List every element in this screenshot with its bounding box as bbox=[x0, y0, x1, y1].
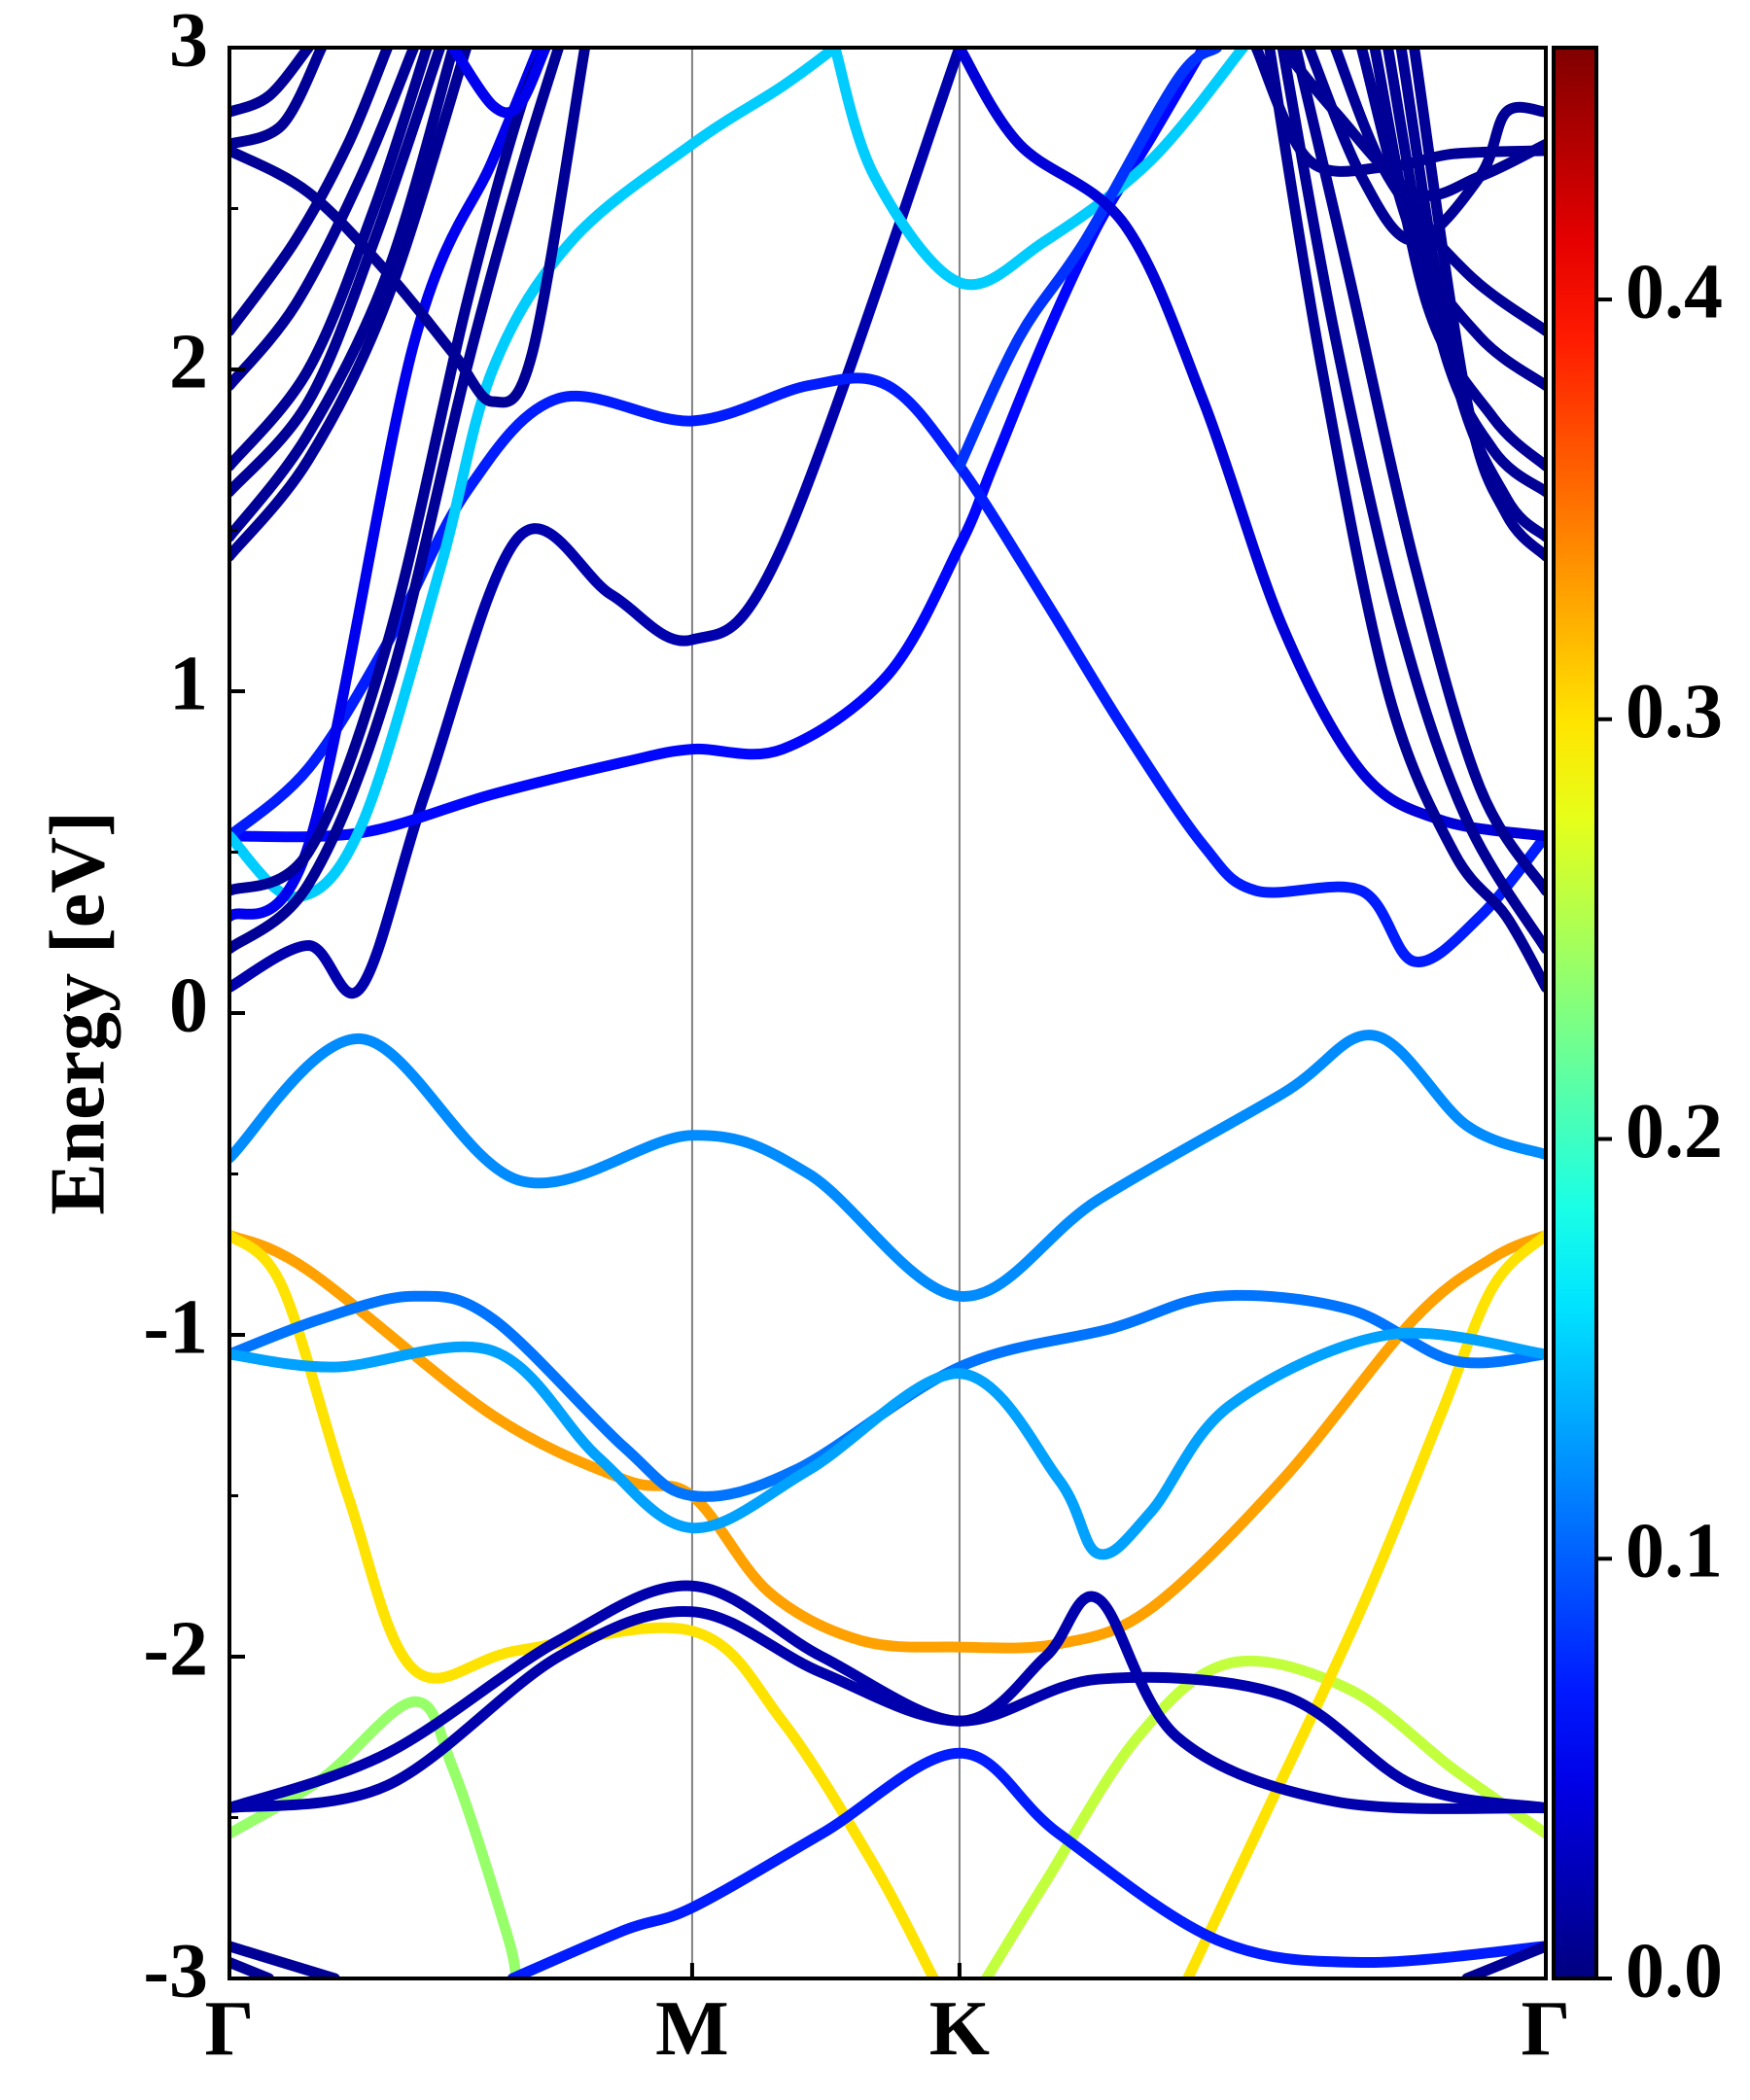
band-line bbox=[229, 48, 420, 391]
band-line bbox=[229, 372, 1546, 967]
band-line bbox=[829, 48, 1249, 291]
band-line bbox=[1461, 1941, 1546, 1978]
band-line bbox=[229, 48, 459, 542]
y-axis-label: Energy [eV] bbox=[35, 811, 121, 1214]
kpoint-label: Γ bbox=[205, 1986, 255, 2072]
colorbar-tick-label: 0.4 bbox=[1626, 249, 1723, 334]
y-tick-label: 1 bbox=[169, 641, 208, 726]
band-line bbox=[954, 48, 1222, 472]
band-line bbox=[1277, 48, 1546, 955]
kpoint-label: K bbox=[929, 1986, 990, 2072]
band-line bbox=[229, 1327, 1546, 1560]
band-line bbox=[229, 48, 551, 896]
band-line bbox=[1290, 48, 1546, 896]
band-line bbox=[229, 48, 544, 923]
y-tick-label: 2 bbox=[169, 319, 208, 404]
band-line bbox=[1409, 48, 1546, 562]
colorbar-ticks: 0.0 0.1 0.2 0.3 0.4 bbox=[1596, 249, 1723, 2013]
band-line bbox=[1182, 1229, 1546, 1978]
band-line bbox=[229, 48, 564, 955]
band-line bbox=[229, 1030, 1546, 1302]
band-line bbox=[229, 48, 472, 562]
band-line bbox=[229, 48, 965, 998]
band-line bbox=[229, 48, 328, 150]
band-line bbox=[229, 48, 314, 118]
band-line bbox=[1395, 48, 1546, 542]
colorbar-tick-label: 0.2 bbox=[1626, 1089, 1723, 1174]
band-line bbox=[229, 48, 841, 903]
kpoint-label: M bbox=[655, 1986, 729, 2072]
band-line bbox=[229, 48, 446, 498]
y-tick-label: 3 bbox=[169, 0, 208, 83]
band-line bbox=[229, 1941, 340, 1978]
y-tick-label: -3 bbox=[143, 1928, 208, 2013]
band-line bbox=[229, 1229, 1546, 1654]
colorbar-tick-label: 0.3 bbox=[1626, 669, 1723, 754]
band-line bbox=[229, 48, 393, 336]
colorbar bbox=[1552, 46, 1598, 1980]
band-line bbox=[229, 48, 433, 472]
y-tick-label: -1 bbox=[143, 1284, 208, 1370]
colorbar-tick-label: 0.0 bbox=[1626, 1928, 1723, 2013]
band-line bbox=[954, 48, 1546, 842]
y-tick-label: -2 bbox=[143, 1606, 208, 1692]
high-symmetry-lines bbox=[690, 48, 961, 1978]
band-line bbox=[447, 48, 551, 119]
y-axis-ticks: -3 -2 -1 0 1 2 3 bbox=[143, 0, 245, 2013]
band-line bbox=[507, 1747, 1546, 1978]
band-lines bbox=[229, 48, 1546, 1978]
band-line bbox=[1264, 48, 1546, 993]
band-line bbox=[229, 1605, 1546, 1814]
band-line bbox=[229, 48, 591, 408]
colorbar-tick-label: 0.1 bbox=[1626, 1509, 1723, 1594]
band-line bbox=[981, 1655, 1546, 1978]
y-tick-label: 0 bbox=[169, 962, 208, 1048]
kpoint-label: Γ bbox=[1522, 1986, 1571, 2072]
